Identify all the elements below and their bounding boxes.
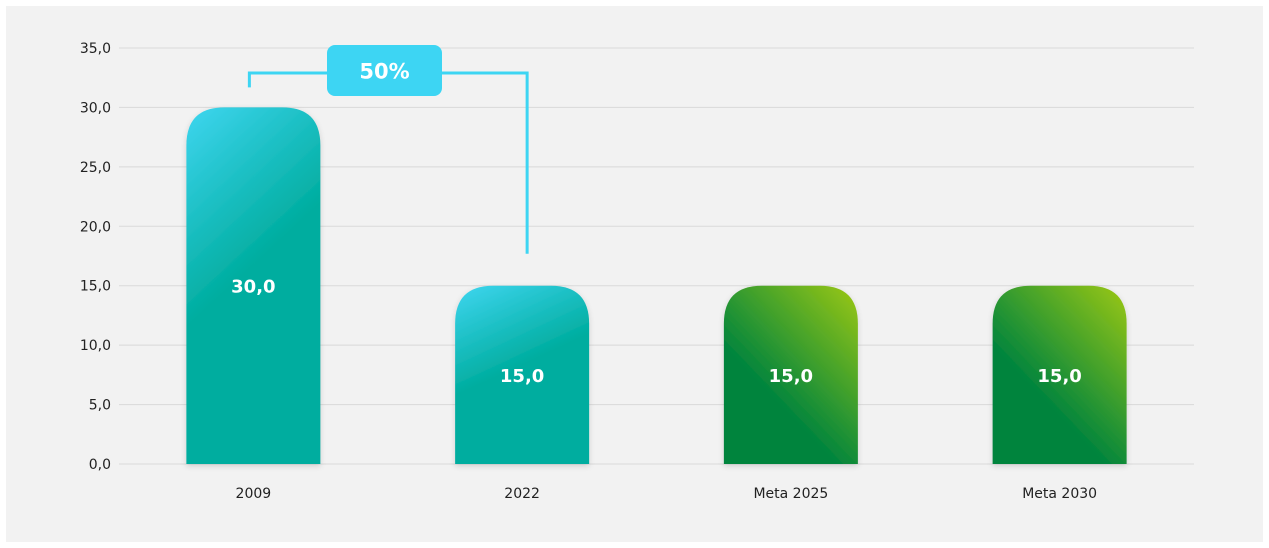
x-category-label: 2009	[236, 486, 272, 502]
x-axis: 2009 2022 Meta 2025 Meta 2030	[236, 486, 1097, 502]
y-tick-label: 30,0	[80, 100, 111, 116]
bar-value-label: 15,0	[1037, 366, 1081, 387]
y-axis: 0,0 5,0 10,0 15,0 20,0 25,0 30,0 35,0	[80, 41, 111, 473]
y-tick-label: 20,0	[80, 219, 111, 235]
x-category-label: Meta 2025	[753, 486, 828, 502]
chart-panel: 0,0 5,0 10,0 15,0 20,0 25,0 30,0 35,0 50% 30,0 1…	[6, 6, 1263, 542]
reduction-percent-label: 50%	[359, 60, 409, 84]
bar-value-label: 15,0	[500, 366, 544, 387]
reduction-badge	[327, 45, 442, 96]
bar-meta-2025	[723, 285, 858, 464]
bar-chart: 0,0 5,0 10,0 15,0 20,0 25,0 30,0 35,0 50% 30,0 1…	[80, 41, 1194, 502]
bar-meta-2030	[992, 285, 1127, 464]
bar-2022	[455, 285, 590, 464]
bar-value-label: 15,0	[769, 366, 813, 387]
bars: 30,0 15,0 15,0 15,0	[186, 107, 1127, 464]
x-category-label: Meta 2030	[1022, 486, 1097, 502]
y-tick-label: 10,0	[80, 338, 111, 354]
reduction-callout: 50%	[247, 45, 529, 254]
y-tick-label: 0,0	[89, 457, 111, 473]
y-tick-label: 15,0	[80, 279, 111, 295]
y-tick-label: 5,0	[89, 398, 111, 414]
bar-value-label: 30,0	[231, 277, 275, 298]
x-category-label: 2022	[504, 486, 540, 502]
bar-2009	[186, 107, 321, 464]
y-tick-label: 25,0	[80, 160, 111, 176]
y-tick-label: 35,0	[80, 41, 111, 57]
